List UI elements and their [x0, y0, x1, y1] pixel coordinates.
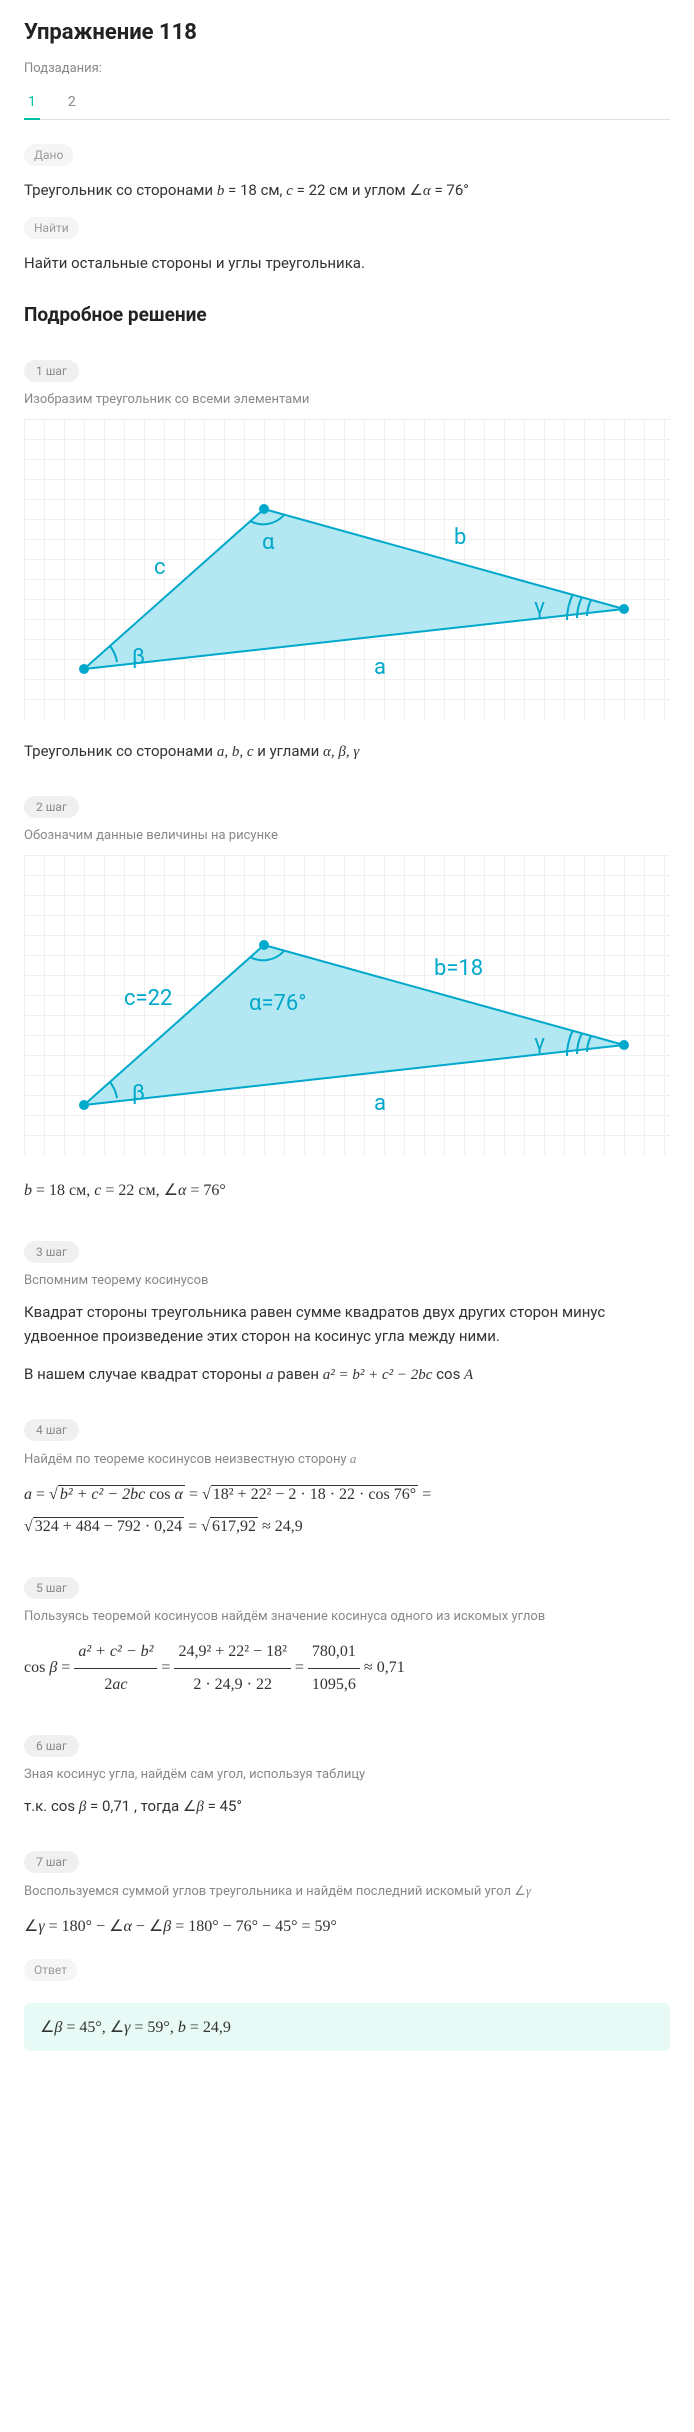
step-2-note: Обозначим данные величины на рисунке [24, 828, 670, 843]
svg-text:a: a [374, 655, 386, 680]
exercise-title: Упражнение 118 [24, 20, 670, 45]
svg-text:α=76°: α=76° [249, 991, 306, 1016]
given-label: Дано [24, 144, 73, 166]
triangle-figure-2: c=22 b=18 a α=76° β γ [24, 855, 670, 1155]
find-label: Найти [24, 217, 79, 239]
step-4-formula: a = √b² + c² − 2bc cos α = √18² + 22² − … [24, 1479, 670, 1543]
step-5-formula: cos β = a² + c² − b²2ac = 24,9² + 22² − … [24, 1636, 670, 1701]
step-6-badge: 6 шаг [24, 1735, 79, 1757]
step-4-badge: 4 шаг [24, 1419, 79, 1441]
svg-text:c=22: c=22 [124, 986, 172, 1011]
step-3-body2: В нашем случае квадрат стороны a равен a… [24, 1362, 670, 1387]
step-3-note: Вспомним теорему косинусов [24, 1273, 670, 1288]
step-3-badge: 3 шаг [24, 1241, 79, 1263]
svg-text:β: β [132, 1081, 145, 1106]
given-text: Треугольник со сторонами b = 18 см, c = … [24, 178, 670, 203]
step-1-badge: 1 шаг [24, 360, 79, 382]
svg-text:b=18: b=18 [434, 956, 483, 981]
tab-1[interactable]: 1 [24, 86, 40, 120]
step-2-formula: b = 18 см, c = 22 см, ∠α = 76° [24, 1175, 670, 1207]
subtasks-label: Подзадания: [24, 61, 670, 76]
svg-text:γ: γ [534, 1031, 545, 1056]
solution-title: Подробное решение [24, 303, 670, 326]
tabs: 1 2 [24, 86, 670, 120]
step-2-badge: 2 шаг [24, 796, 79, 818]
svg-text:α: α [262, 530, 275, 555]
answer-box: ∠β = 45°, ∠γ = 59°, b = 24,9 [24, 2003, 670, 2051]
triangle-figure-1: c b a α β γ [24, 419, 670, 719]
step-4-note: Найдём по теореме косинусов неизвестную … [24, 1451, 670, 1467]
step-1-caption: Треугольник со сторонами a, b, c и углам… [24, 739, 670, 764]
svg-text:a: a [374, 1091, 386, 1116]
svg-text:c: c [154, 555, 166, 580]
step-7-badge: 7 шаг [24, 1851, 79, 1873]
step-7-note: Воспользуемся суммой углов треугольника … [24, 1883, 670, 1899]
svg-text:b: b [454, 525, 466, 550]
step-6-note: Зная косинус угла, найдём сам угол, испо… [24, 1767, 670, 1782]
step-7-formula: ∠γ = 180° − ∠α − ∠β = 180° − 76° − 45° =… [24, 1911, 670, 1943]
step-5-note: Пользуясь теоремой косинусов найдём знач… [24, 1609, 670, 1624]
svg-text:β: β [132, 645, 145, 670]
find-text: Найти остальные стороны и углы треугольн… [24, 251, 670, 275]
step-1-note: Изобразим треугольник со всеми элементам… [24, 392, 670, 407]
step-3-body1: Квадрат стороны треугольника равен сумме… [24, 1300, 670, 1348]
step-6-body: т.к. cos β = 0,71 , тогда ∠β = 45° [24, 1794, 670, 1819]
step-5-badge: 5 шаг [24, 1577, 79, 1599]
answer-label: Ответ [24, 1959, 77, 1981]
svg-text:γ: γ [534, 595, 545, 620]
tab-2[interactable]: 2 [64, 86, 80, 119]
